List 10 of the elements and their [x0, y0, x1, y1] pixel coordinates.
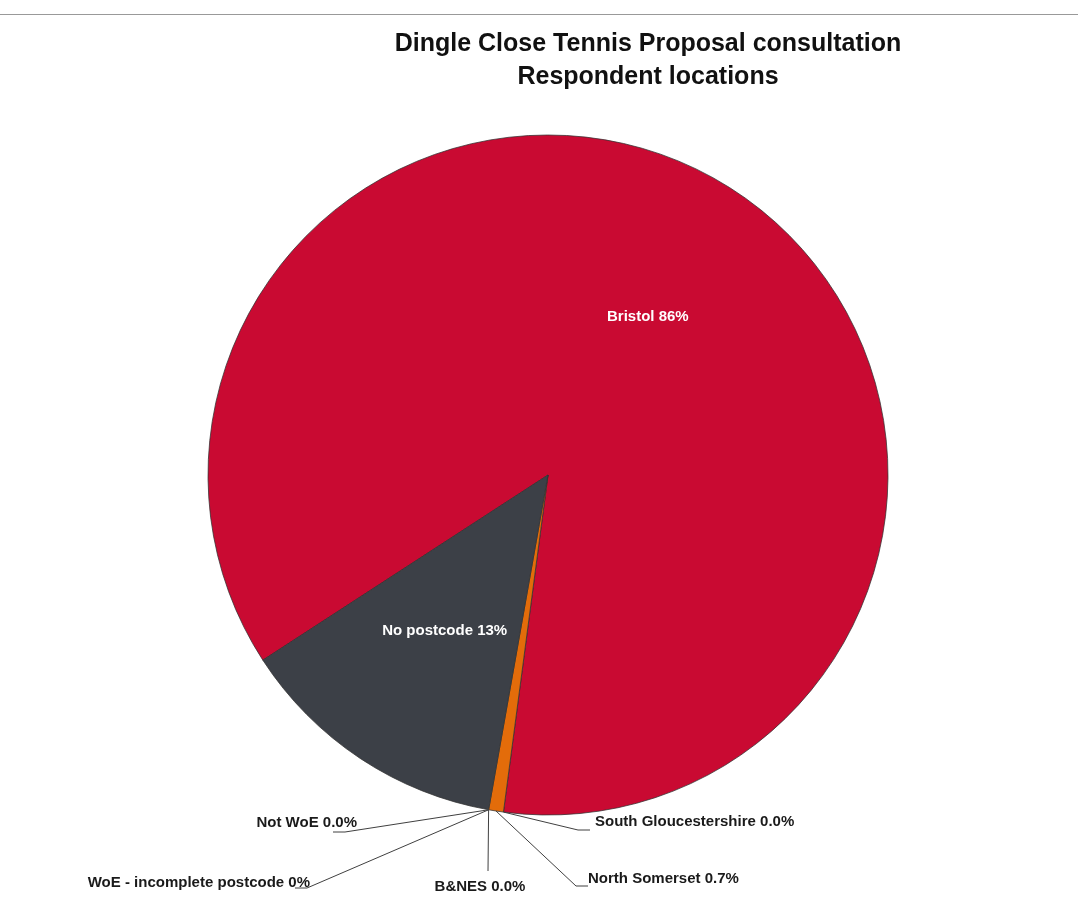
chart-title: Dingle Close Tennis Proposal consultation: [393, 27, 903, 58]
category-label: WoE - incomplete postcode 0%: [87, 872, 310, 890]
slice-label: No postcode 13%: [382, 620, 508, 638]
category-label: Not WoE 0.0%: [256, 812, 357, 830]
category-label: B&NES 0.0%: [434, 876, 526, 894]
chart-subtitle: Respondent locations: [516, 60, 780, 91]
pie-slice: [208, 134, 889, 816]
slice-label: North Somerset 0.7%: [588, 868, 739, 886]
category-label: South Gloucestershire 0.0%: [595, 811, 795, 829]
slice-label: Bristol 86%: [606, 306, 689, 324]
